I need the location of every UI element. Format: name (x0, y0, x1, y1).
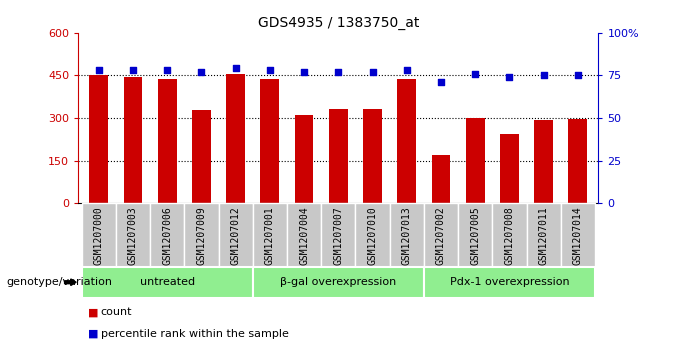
Bar (253, 203, 287, 267)
Bar (124, 77, 142, 203)
Text: count: count (101, 307, 132, 317)
Bar (294, 115, 313, 203)
Bar (500, 134, 519, 203)
Bar (89, 75, 108, 203)
Bar (116, 203, 150, 267)
Text: GSM1207012: GSM1207012 (231, 207, 241, 265)
Bar (329, 110, 347, 203)
Bar (192, 110, 211, 203)
Text: β-gal overexpression: β-gal overexpression (280, 277, 396, 287)
Bar (534, 120, 553, 203)
Point (367, 69, 378, 75)
Bar (397, 79, 416, 203)
Bar (82, 203, 116, 267)
Bar (287, 203, 321, 267)
Bar (363, 110, 382, 203)
Bar (390, 203, 424, 267)
Text: GSM1207001: GSM1207001 (265, 207, 275, 265)
Text: Pdx-1 overexpression: Pdx-1 overexpression (449, 277, 569, 287)
Bar (568, 119, 588, 203)
Text: GSM1207008: GSM1207008 (505, 207, 514, 265)
Bar (492, 203, 526, 267)
Point (162, 67, 173, 73)
Bar (253, 267, 424, 298)
Bar (218, 203, 253, 267)
Point (401, 67, 412, 73)
Point (435, 79, 446, 85)
Bar (321, 203, 356, 267)
Bar (184, 203, 218, 267)
Point (231, 66, 241, 72)
Text: GSM1207005: GSM1207005 (470, 207, 480, 265)
Point (299, 69, 309, 75)
Bar (260, 79, 279, 203)
Text: percentile rank within the sample: percentile rank within the sample (101, 329, 288, 339)
Text: genotype/variation: genotype/variation (7, 277, 113, 287)
Bar (356, 203, 390, 267)
Bar (150, 203, 184, 267)
Point (333, 69, 343, 75)
Text: GSM1207003: GSM1207003 (128, 207, 138, 265)
Text: GSM1207013: GSM1207013 (402, 207, 412, 265)
Bar (561, 203, 595, 267)
Point (470, 71, 481, 77)
Text: GSM1207006: GSM1207006 (163, 207, 172, 265)
Text: ■: ■ (88, 307, 99, 317)
Bar (526, 203, 561, 267)
Bar (424, 267, 595, 298)
Point (196, 69, 207, 75)
Text: GSM1207014: GSM1207014 (573, 207, 583, 265)
Bar (226, 74, 245, 203)
Text: GSM1207007: GSM1207007 (333, 207, 343, 265)
Text: GSM1207009: GSM1207009 (197, 207, 207, 265)
Bar (458, 203, 492, 267)
Point (573, 72, 583, 78)
Bar (424, 203, 458, 267)
Text: ■: ■ (88, 329, 99, 339)
Point (93, 67, 104, 73)
Point (128, 67, 139, 73)
Bar (466, 118, 485, 203)
Point (504, 74, 515, 80)
Point (538, 72, 549, 78)
Text: GSM1207002: GSM1207002 (436, 207, 446, 265)
Bar (432, 155, 450, 203)
Point (265, 67, 275, 73)
Title: GDS4935 / 1383750_at: GDS4935 / 1383750_at (258, 16, 419, 30)
Bar (82, 267, 253, 298)
Text: GSM1207000: GSM1207000 (94, 207, 104, 265)
Text: GSM1207011: GSM1207011 (539, 207, 549, 265)
Text: untreated: untreated (139, 277, 194, 287)
Text: GSM1207004: GSM1207004 (299, 207, 309, 265)
Bar (158, 79, 177, 203)
Text: GSM1207010: GSM1207010 (367, 207, 377, 265)
